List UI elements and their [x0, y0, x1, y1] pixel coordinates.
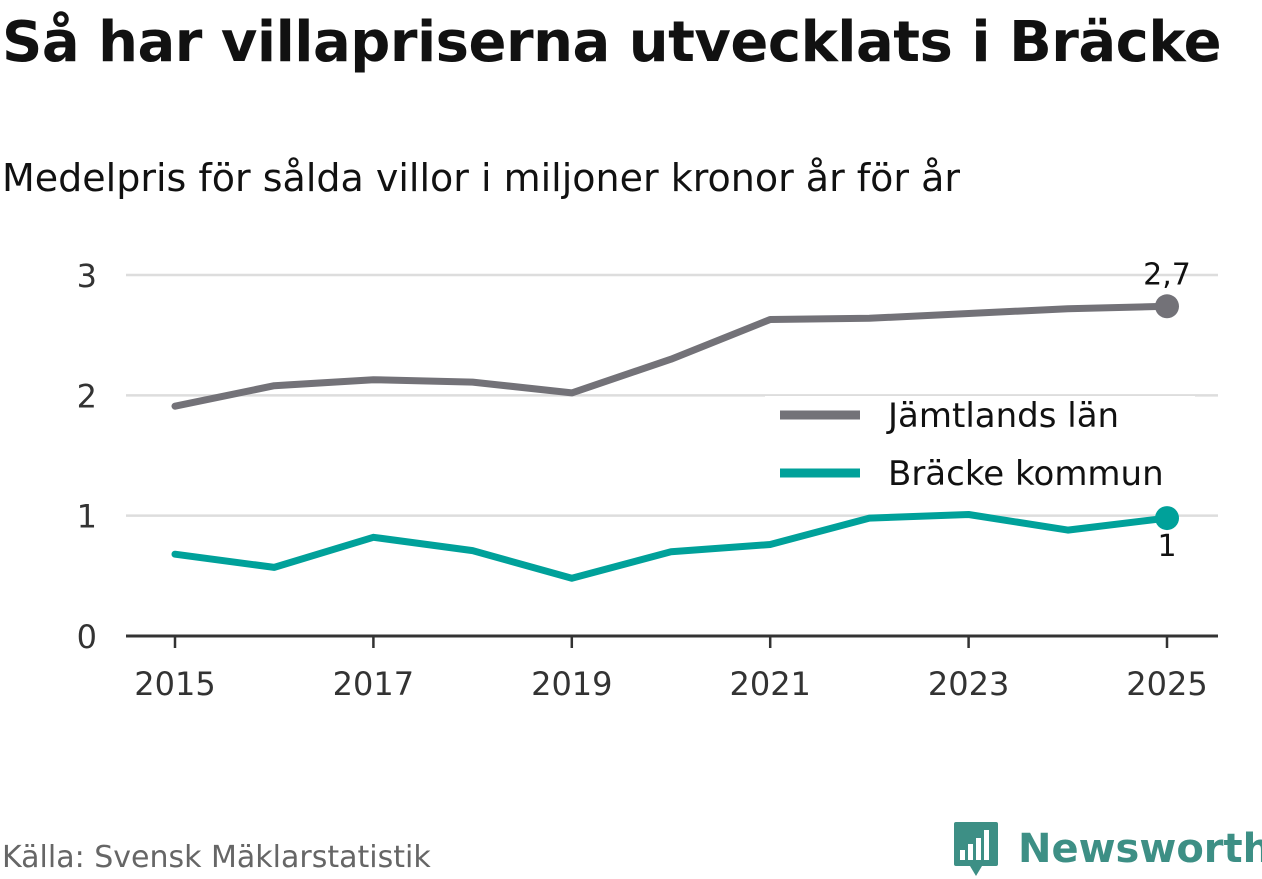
x-tick-label-2017: 2017: [333, 665, 414, 703]
x-tick-label-2025: 2025: [1126, 665, 1207, 703]
chart-subtitle: Medelpris för sålda villor i miljoner kr…: [2, 156, 961, 200]
grid-layer: [126, 273, 1218, 648]
legend: Jämtlands län Bräcke kommun: [765, 396, 1195, 506]
legend-label-jamtland: Jämtlands län: [886, 396, 1119, 436]
series-line-bracke: [171, 511, 1171, 582]
chart-title: Så har villapriserna utvecklats i Bräcke: [2, 10, 1222, 75]
series-end-marker-jamtland: [1155, 294, 1179, 319]
newsworthy-logo-icon: [954, 822, 998, 876]
brand-name: Newsworthy: [1018, 826, 1262, 872]
x-tick-label-2019: 2019: [531, 665, 612, 703]
series-line-jamtland: [171, 302, 1171, 410]
series-end-marker-bracke: [1155, 506, 1179, 531]
y-tick-label-2: 2: [77, 377, 97, 415]
y-tick-label-0: 0: [77, 618, 97, 656]
legend-label-bracke: Bräcke kommun: [888, 454, 1164, 494]
source-note: Källa: Svensk Mäklarstatistik: [2, 840, 431, 875]
series-layer: [171, 294, 1179, 582]
series-end-label-bracke: 1: [1157, 529, 1176, 564]
y-tick-label-3: 3: [77, 257, 97, 295]
y-tick-label-1: 1: [77, 498, 97, 536]
series-end-label-jamtland: 2,7: [1143, 257, 1191, 292]
brand[interactable]: Newsworthy: [952, 820, 1262, 878]
x-tick-label-2015: 2015: [134, 665, 215, 703]
x-tick-label-2023: 2023: [928, 665, 1009, 703]
x-tick-label-2021: 2021: [729, 665, 810, 703]
tick-labels: 0 1 2 3 2015 2017 2019 2021 2023 2025 2,7 1: [77, 257, 1208, 703]
